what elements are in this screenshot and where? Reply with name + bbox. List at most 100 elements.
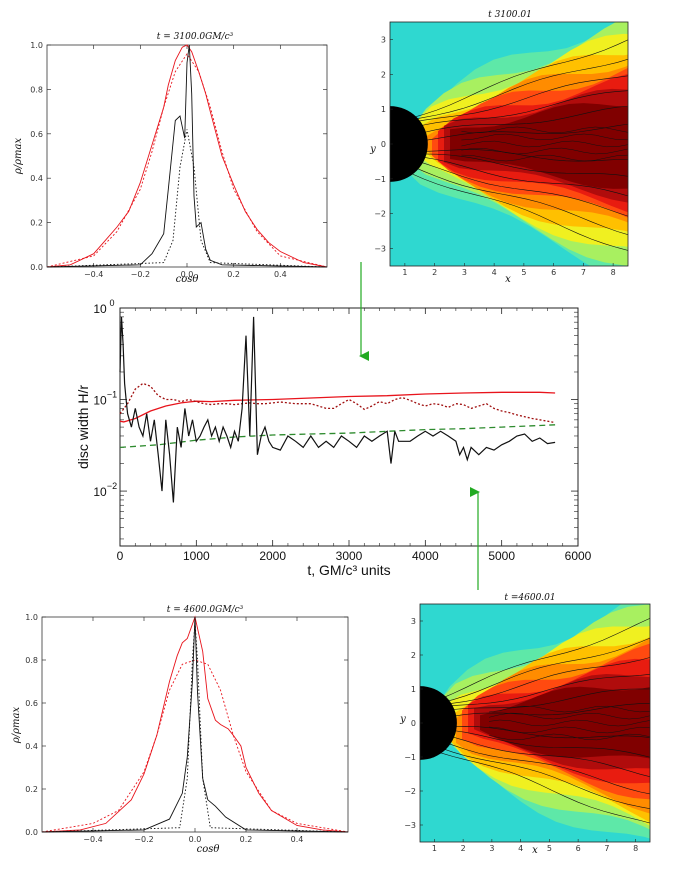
map-top-xtick-label: 6 [551,268,556,277]
map-bottom-contour-band [480,686,650,759]
profile-bottom-panel: t = 4600.0GM/c³ −0.4 −0.2 0.0 0.2 0.4 0.0 0.2 0… [11,605,349,855]
map-bottom-field-line [427,748,650,824]
map-bottom-ytick-label: −3 [404,821,416,830]
profile-top-series-black-solid [46,44,328,268]
profile-top-series-red-solid [46,44,328,268]
map-top-xtick-label: 4 [492,268,497,277]
map-top-field-line [397,154,628,197]
map-top-field-line [397,123,628,144]
map-top-field-loop [461,133,628,141]
profile-bottom-ytick-label: 1.0 [25,613,38,622]
map-top-contour-band [450,103,628,189]
profile-top-ytick-label: 0.0 [30,263,43,272]
disc-width-series-green-dashed [119,424,556,449]
map-bottom-ytick-label: 1 [411,685,416,694]
disc-width-ytick-base: 10 [93,302,107,316]
map-bottom-field-line [427,637,650,706]
map-top-ticks: 1 2 3 4 5 6 7 8 3 2 1 0 −1 −2 −3 [374,35,615,277]
disc-width-series-red-solid [119,391,556,423]
map-top-field-line [397,39,628,122]
profile-bottom-ytick-label: 0.0 [25,828,38,837]
map-bottom-field-line [427,703,650,721]
profile-top-ytick-label: 0.6 [30,130,43,139]
map-bottom-contours [420,604,650,842]
map-top-ytick-label: −1 [374,175,386,184]
profile-bottom-xtick-label: −0.4 [83,835,102,844]
profile-top-xtick-label: 0.4 [274,270,287,279]
map-top-field-line [397,75,628,127]
disc-width-frame [119,307,579,547]
profile-top-series-red-dotted [46,53,328,268]
map-top-ytick-label: 1 [381,105,386,114]
profile-bottom-xtick-label: −0.2 [134,835,153,844]
disc-width-xlabel: t, GM/c³ units [307,562,390,578]
map-top-field-line [397,160,628,235]
map-top-xtick-label: 2 [432,268,437,277]
map-top-ytick-label: −2 [374,210,386,219]
disc-width-series [119,316,556,503]
profile-bottom-ytick-label: 0.4 [25,742,38,751]
disc-width-series-black-solid [119,316,556,503]
profile-bottom-xtick-label: 0.2 [240,835,253,844]
disc-width-ytick-exp: 0 [109,298,114,308]
profile-bottom-title: t = 4600.0GM/c³ [167,605,244,615]
map-top-field-line [397,58,628,123]
map-top-black-hole [390,106,428,182]
map-bottom-field-loop [488,705,650,713]
profile-bottom-xtick-label: 0.0 [189,835,202,844]
map-bottom-field-line [427,674,650,710]
map-bottom-field-line [427,688,650,715]
map-bottom-ytick-label: 3 [411,617,416,626]
map-bottom-ticks: 1 2 3 4 5 6 7 8 3 2 1 0 −1 −2 −3 [404,617,638,853]
map-bottom-xtick-label: 6 [576,844,581,853]
disc-width-xtick-label: 3000 [336,549,363,563]
map-bottom-field-line [427,742,650,809]
profile-bottom-ytick-label: 0.2 [25,785,38,794]
disc-width-ytick-base: 10 [93,394,107,408]
disc-width-ytick-base: 10 [93,485,107,499]
map-top-ytick-label: 0 [381,140,386,149]
map-top-xtick-label: 3 [462,268,467,277]
map-bottom-field-line [427,728,650,758]
map-bottom-field-loop [488,712,650,720]
map-top-panel: t 3100.01 1 2 3 4 5 6 7 8 3 2 1 0 −1 −2 −3 x y [369,10,629,285]
profile-top-xlabel: cosθ [176,274,199,285]
profile-bottom-xtick-label: 0.4 [291,835,304,844]
map-bottom-field-line [427,730,650,777]
profile-top-series [46,44,328,268]
disc-width-ytick-exp: −1 [107,390,117,400]
map-top-ylabel: y [369,144,376,155]
map-top-xlabel: x [505,274,511,285]
map-top-ytick-label: −3 [374,245,386,254]
map-top-ytick-label: 2 [381,70,386,79]
disc-width-xtick-label: 1000 [183,549,210,563]
profile-bottom-series-red-dotted [41,659,349,833]
map-bottom-ytick-label: 2 [411,651,416,660]
map-top-xtick-label: 5 [521,268,526,277]
map-top-title: t 3100.01 [488,10,532,20]
profile-top-ylabel: ρ/ρmax [13,138,24,176]
profile-bottom-frame [41,616,349,833]
map-bottom-xtick-label: 3 [489,844,494,853]
map-top-xtick-label: 1 [402,268,407,277]
profile-top-series-black-dotted [46,129,328,268]
map-bottom-xtick-label: 5 [547,844,552,853]
map-bottom-ytick-label: −2 [404,787,416,796]
map-top-field-loop [461,154,628,162]
profile-top-frame [46,44,328,268]
profile-bottom-series-black-dotted [41,621,349,833]
map-top-field-line [397,167,628,251]
profile-top-ytick-label: 0.8 [30,85,43,94]
disc-width-ylabel: disc width H/r [75,385,91,469]
profile-bottom-series-black-solid [41,616,349,833]
profile-bottom-ytick-label: 0.8 [25,656,38,665]
map-top-field-loop [461,140,628,148]
profile-bottom-ylabel: ρ/ρmax [11,707,22,745]
map-bottom-xtick-label: 2 [461,844,466,853]
map-bottom-xtick-label: 1 [432,844,437,853]
map-bottom-field-loop [488,719,650,727]
map-top-field-line [397,149,628,162]
